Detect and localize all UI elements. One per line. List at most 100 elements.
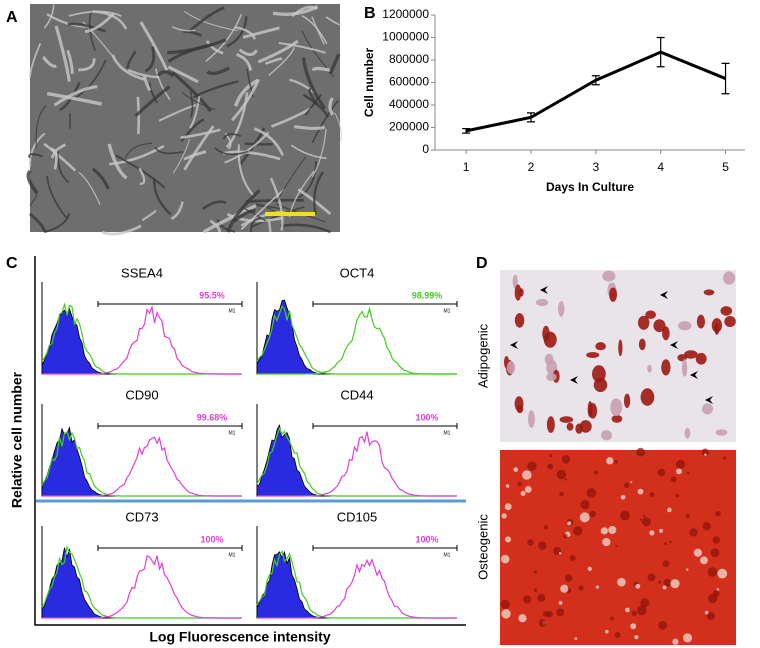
y-tick-label: 200000: [389, 120, 429, 134]
gate: [97, 301, 243, 307]
lipid: [714, 323, 720, 335]
y-tick-label: 800000: [389, 52, 429, 66]
error-bar: [721, 62, 730, 95]
flow-panel: Relative cell number Log Fluorescence int…: [9, 256, 466, 645]
deposit: [523, 595, 532, 604]
x-tick-label: 1: [463, 160, 470, 174]
deposit: [635, 583, 641, 589]
deposit: [513, 467, 519, 472]
cell: [35, 104, 47, 148]
cell: [136, 96, 141, 135]
lipid: [647, 365, 652, 373]
cell: [158, 104, 197, 122]
arrowhead: [540, 286, 548, 294]
cell: [50, 147, 58, 170]
deposit: [634, 634, 639, 640]
deposit: [549, 454, 553, 457]
cell: [41, 55, 57, 68]
cell: [240, 188, 285, 231]
arrowhead: [510, 341, 518, 349]
deposit: [578, 585, 584, 591]
cell: [188, 6, 225, 32]
deposit: [642, 517, 651, 527]
gate-percent: 100%: [415, 412, 438, 422]
cell: [53, 85, 98, 107]
cell: [156, 70, 175, 78]
cell: [291, 5, 318, 17]
deposit: [558, 552, 562, 555]
deposit: [501, 609, 511, 619]
arrowhead: [705, 396, 713, 404]
lipid: [528, 410, 535, 428]
cell: [202, 204, 257, 234]
deposit: [685, 513, 690, 519]
x-axis-title: Days In Culture: [546, 180, 634, 194]
lipid: [618, 339, 623, 357]
deposit: [647, 573, 656, 582]
lipid: [696, 314, 706, 329]
panel-label: A: [6, 9, 18, 26]
deposit: [580, 499, 590, 510]
lipid: [506, 360, 516, 374]
deposit: [701, 448, 709, 456]
deposit: [630, 623, 637, 630]
lipid: [724, 316, 736, 327]
error-bar: [591, 75, 600, 86]
lipid: [595, 342, 606, 351]
gate: [97, 545, 243, 551]
deposit: [517, 481, 522, 487]
arrowhead: [570, 376, 578, 384]
deposit: [504, 536, 512, 543]
cell: [205, 14, 243, 63]
cell: [172, 139, 190, 174]
gate: [312, 301, 458, 307]
lipid: [703, 289, 715, 296]
cell: [234, 26, 256, 40]
cell: [209, 219, 221, 233]
deposit: [538, 541, 547, 550]
cell: [143, 75, 152, 92]
cell: [109, 144, 165, 166]
y-tick-label: 600000: [389, 75, 429, 89]
isotype: [256, 424, 457, 497]
lipid: [610, 398, 623, 417]
stain-label: Osteogenic: [475, 514, 490, 580]
lipid: [653, 319, 666, 333]
lipid: [715, 429, 728, 436]
y-tick-label: 1200000: [382, 7, 429, 21]
cell: [124, 142, 153, 159]
deposit: [637, 488, 644, 495]
cell: [301, 14, 328, 45]
deposit: [675, 494, 679, 498]
lipid: [586, 352, 600, 359]
deposit: [567, 521, 572, 526]
cell: [154, 68, 171, 101]
deposit: [624, 482, 630, 488]
deposit: [562, 533, 568, 539]
lipid: [702, 403, 714, 415]
y-tick-label: 1000000: [382, 30, 429, 44]
cell: [224, 131, 270, 164]
stained: [42, 436, 242, 497]
cell: [237, 144, 255, 197]
deposit: [617, 577, 626, 587]
error-bar: [656, 36, 665, 68]
lipid: [723, 271, 736, 285]
lipid: [546, 416, 555, 434]
deposit: [659, 528, 664, 533]
cell: [225, 92, 249, 149]
deposit: [670, 579, 680, 589]
cell: [301, 57, 327, 110]
deposit: [662, 560, 670, 567]
cell: [236, 53, 253, 71]
cell: [278, 42, 326, 54]
cell: [171, 26, 196, 32]
cell: [46, 91, 102, 106]
panel-label: B: [364, 5, 376, 22]
lipid: [542, 325, 550, 342]
y-tick-label: 400000: [389, 97, 429, 111]
cell: [54, 25, 71, 82]
deposit: [630, 480, 633, 484]
gate-name: M1: [444, 430, 451, 436]
isotype: [256, 550, 457, 619]
